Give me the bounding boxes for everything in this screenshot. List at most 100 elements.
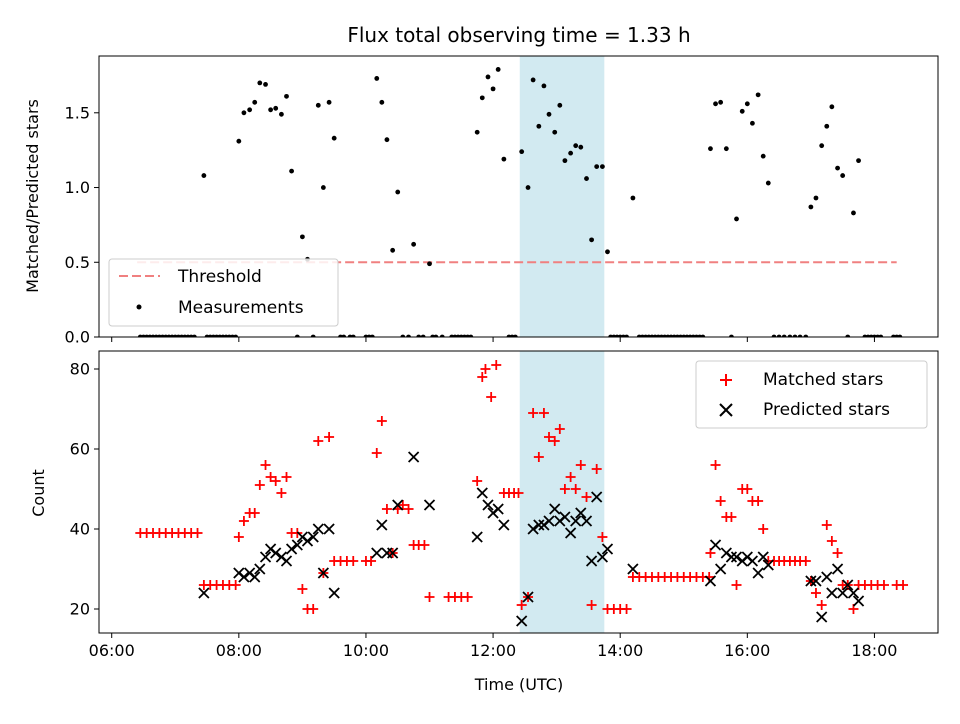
measurement-point bbox=[557, 102, 563, 108]
measurement-point bbox=[765, 180, 771, 186]
matched-star-point bbox=[621, 604, 632, 614]
matched-star-point bbox=[516, 600, 527, 610]
measurement-point bbox=[792, 334, 798, 337]
measurement-point bbox=[797, 334, 803, 337]
matched-star-point bbox=[313, 436, 324, 446]
measurement-point bbox=[573, 143, 579, 149]
measurement-point bbox=[379, 99, 385, 105]
measurement-point bbox=[605, 249, 610, 255]
matched-star-point bbox=[810, 588, 821, 598]
measurement-point bbox=[519, 149, 525, 155]
predicted-star-point bbox=[280, 555, 293, 567]
bottom-legend-box bbox=[695, 360, 928, 429]
predicted-star-point bbox=[570, 515, 582, 527]
measurement-point bbox=[420, 334, 426, 337]
measurement-point bbox=[400, 334, 406, 337]
x-axis-label: Time (UTC) bbox=[474, 675, 563, 694]
measurement-point bbox=[384, 137, 390, 143]
predicted-star-point bbox=[323, 523, 335, 535]
measurement-point bbox=[584, 176, 589, 181]
matched-star-point bbox=[381, 504, 392, 514]
measurement-point bbox=[233, 334, 239, 337]
matched-star-point bbox=[419, 540, 430, 550]
matched-stars-legend-swatch bbox=[720, 374, 732, 386]
measurement-point bbox=[416, 334, 422, 337]
matched-star-point bbox=[898, 580, 909, 590]
predicted-star-point bbox=[249, 571, 261, 583]
measurement-point bbox=[630, 195, 636, 201]
measurement-point bbox=[374, 76, 380, 81]
predicted-star-point bbox=[564, 527, 577, 539]
measurement-point bbox=[713, 101, 718, 107]
predicted-star-point bbox=[423, 499, 436, 511]
predicted-star-point bbox=[831, 563, 844, 575]
measurement-point bbox=[495, 67, 501, 72]
predicted-star-point bbox=[270, 547, 282, 559]
top-axes-frame bbox=[98, 55, 939, 338]
measurement-point bbox=[501, 156, 507, 162]
top-panel-flux-ratio: 0.0 0.5 1.0 1.5 bbox=[65, 55, 939, 347]
matched-star-point bbox=[816, 600, 827, 610]
measurement-point bbox=[594, 164, 600, 170]
matched-star-point bbox=[480, 364, 491, 374]
chart-title: Flux total observing time = 1.33 h bbox=[347, 23, 690, 47]
matched-star-point bbox=[513, 488, 524, 498]
measurement-point bbox=[241, 110, 247, 116]
measurement-point bbox=[734, 216, 739, 222]
matched-star-point bbox=[366, 556, 377, 566]
matched-star-point bbox=[715, 496, 726, 506]
measurement-point bbox=[771, 334, 777, 337]
matched-star-point bbox=[238, 516, 249, 526]
matched-star-point bbox=[581, 492, 592, 502]
measurement-point bbox=[326, 99, 332, 105]
predicted-star-point bbox=[238, 571, 250, 583]
measurement-point bbox=[600, 164, 605, 170]
matched-star-point bbox=[308, 604, 319, 614]
measurement-point bbox=[320, 185, 326, 190]
measurement-point bbox=[331, 135, 337, 141]
matched-star-point bbox=[276, 488, 287, 498]
matched-star-point bbox=[348, 556, 359, 566]
measurements-legend-swatch bbox=[136, 304, 142, 310]
predicted-star-point bbox=[746, 555, 759, 567]
measurement-point bbox=[552, 129, 558, 135]
measurement-point bbox=[760, 153, 766, 159]
predicted-star-point bbox=[826, 587, 838, 599]
predicted-stars-series bbox=[198, 451, 865, 627]
measurement-point bbox=[191, 334, 197, 337]
measurement-point bbox=[263, 81, 268, 87]
predicted-star-point bbox=[498, 519, 510, 531]
predicted-star-point bbox=[522, 591, 534, 603]
predicted-star-point bbox=[254, 563, 266, 575]
measurement-point bbox=[562, 158, 568, 164]
predicted-star-point bbox=[371, 547, 383, 559]
predicted-star-point bbox=[407, 451, 420, 463]
matched-star-point bbox=[832, 548, 843, 558]
measurement-point bbox=[824, 123, 830, 129]
top-y-tick-label: 0.5 bbox=[65, 253, 90, 272]
measurement-point bbox=[390, 247, 396, 253]
matched-star-point bbox=[462, 592, 473, 602]
matched-stars-series bbox=[135, 360, 909, 614]
measurement-point bbox=[369, 334, 375, 337]
measurement-point bbox=[479, 95, 485, 101]
matched-star-point bbox=[575, 460, 586, 470]
bottom-panel-counts: 20 40 60 80 06:00 08:00 10:00 12:00 14:00 16:00 18… bbox=[70, 350, 939, 660]
measurement-point bbox=[201, 173, 207, 178]
bottom-y-axis-label: Count bbox=[29, 469, 48, 517]
bottom-x-tick-label: 10:00 bbox=[343, 641, 389, 660]
bottom-shaded-region bbox=[519, 351, 605, 633]
predicted-star-point bbox=[376, 519, 388, 531]
predicted-star-point bbox=[837, 587, 849, 599]
matched-star-point bbox=[233, 532, 244, 542]
measurement-point bbox=[279, 111, 284, 117]
measurement-point bbox=[268, 107, 274, 113]
matched-star-point bbox=[731, 580, 742, 590]
measurement-point bbox=[289, 168, 294, 174]
predicted-star-point bbox=[317, 567, 330, 579]
matched-star-point bbox=[538, 408, 549, 418]
matched-star-point bbox=[821, 520, 832, 530]
matched-star-point bbox=[554, 424, 565, 434]
matched-star-point bbox=[424, 592, 435, 602]
predicted-star-point bbox=[392, 499, 404, 511]
